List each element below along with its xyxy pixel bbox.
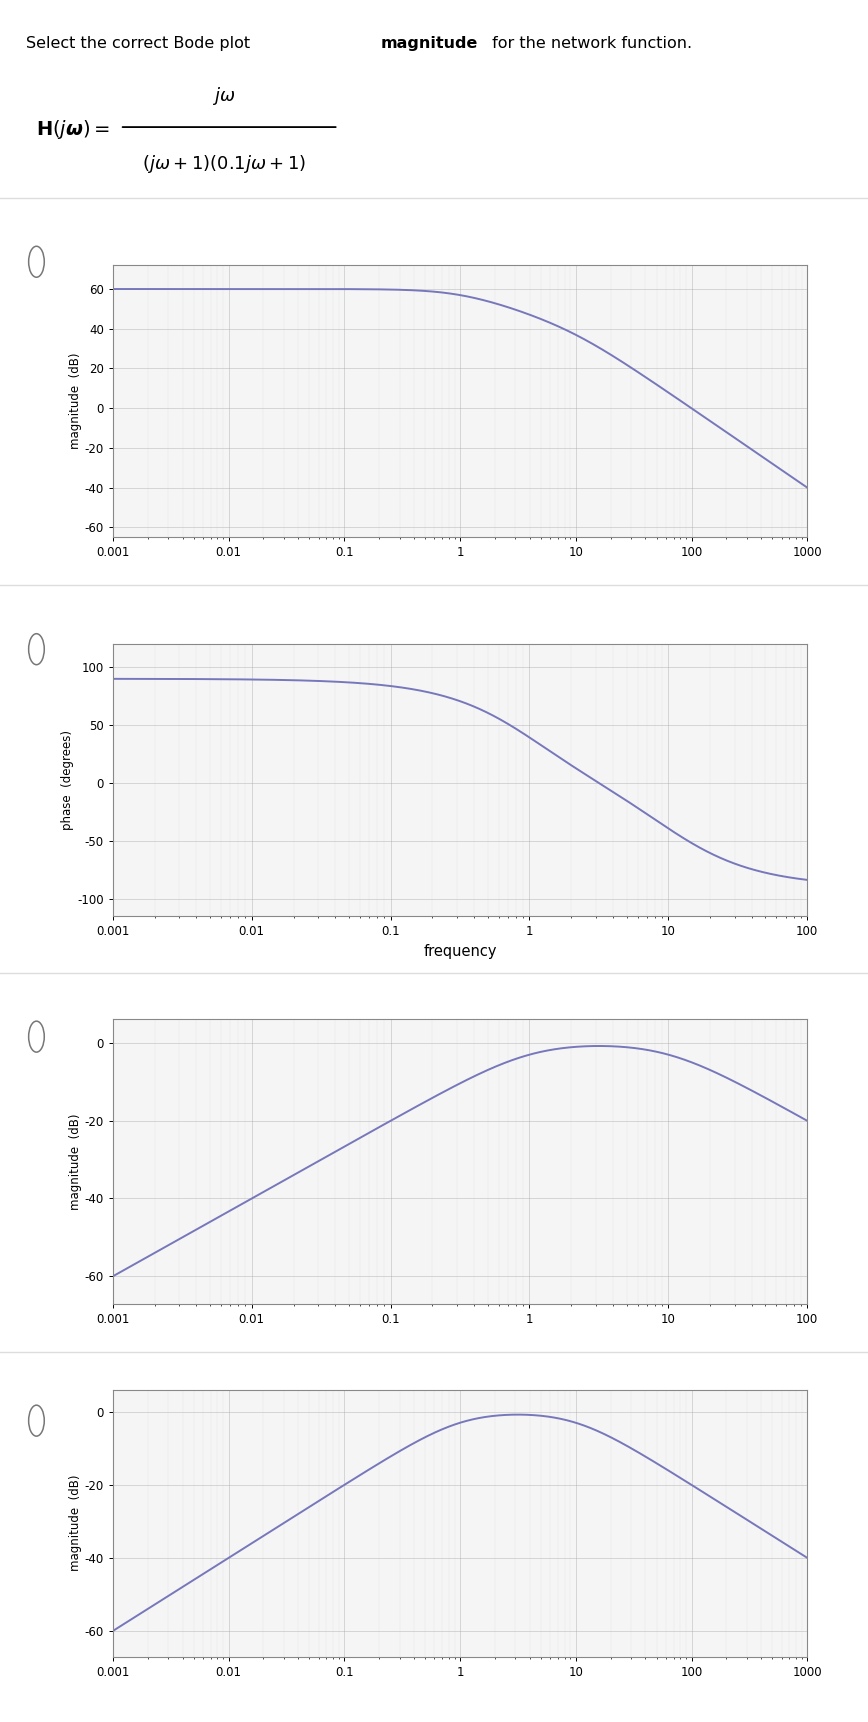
Text: $\mathbf{H}(\mathit{j}\boldsymbol{\omega}) =$: $\mathbf{H}(\mathit{j}\boldsymbol{\omega… [36,117,110,141]
X-axis label: frequency: frequency [424,944,496,959]
Y-axis label: magnitude  (dB): magnitude (dB) [69,1112,82,1211]
Y-axis label: magnitude  (dB): magnitude (dB) [69,1474,82,1572]
Text: magnitude: magnitude [381,36,478,52]
Text: for the network function.: for the network function. [487,36,692,52]
Text: Select the correct Bode plot: Select the correct Bode plot [26,36,255,52]
Text: $j\omega$: $j\omega$ [213,84,235,107]
Text: $(j\omega + 1)(0.1j\omega + 1)$: $(j\omega + 1)(0.1j\omega + 1)$ [141,153,306,176]
Y-axis label: phase  (degrees): phase (degrees) [62,730,75,830]
Y-axis label: magnitude  (dB): magnitude (dB) [69,353,82,449]
